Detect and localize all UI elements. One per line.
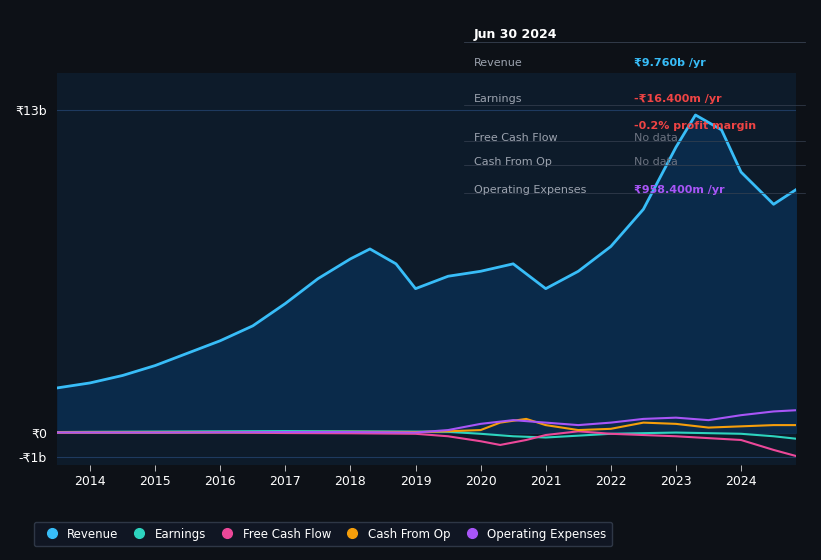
Text: Free Cash Flow: Free Cash Flow	[474, 133, 557, 143]
Text: Operating Expenses: Operating Expenses	[474, 185, 586, 195]
Text: ₹958.400m /yr: ₹958.400m /yr	[635, 185, 725, 195]
Text: Earnings: Earnings	[474, 94, 523, 104]
Text: ₹9.760b /yr: ₹9.760b /yr	[635, 58, 706, 68]
Text: No data: No data	[635, 133, 678, 143]
Text: -0.2% profit margin: -0.2% profit margin	[635, 122, 756, 132]
Text: Cash From Op: Cash From Op	[474, 157, 552, 167]
Legend: Revenue, Earnings, Free Cash Flow, Cash From Op, Operating Expenses: Revenue, Earnings, Free Cash Flow, Cash …	[34, 522, 612, 547]
Text: No data: No data	[635, 157, 678, 167]
Text: Revenue: Revenue	[474, 58, 523, 68]
Text: Jun 30 2024: Jun 30 2024	[474, 28, 557, 41]
Text: -₹16.400m /yr: -₹16.400m /yr	[635, 94, 722, 104]
